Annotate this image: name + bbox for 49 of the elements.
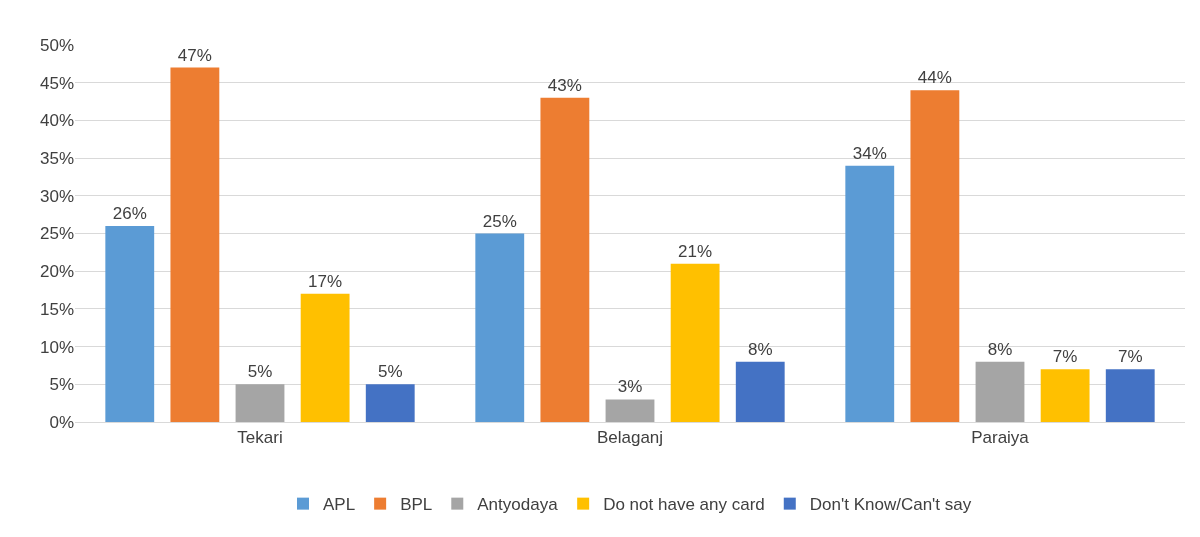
x-tick-label: Paraiya [971, 428, 1030, 448]
data-label: 17% [308, 271, 343, 291]
bar [910, 90, 960, 422]
bar [365, 384, 415, 422]
data-label: 25% [482, 211, 517, 231]
y-tick-label: 25% [39, 224, 74, 244]
bar [670, 263, 720, 422]
legend-label: Do not have any card [603, 495, 765, 515]
data-label: 21% [678, 241, 713, 261]
data-label: 8% [747, 339, 773, 359]
data-label: 43% [547, 75, 582, 95]
y-tick-label: 5% [49, 375, 74, 395]
y-tick-label: 50% [39, 35, 74, 55]
data-label: 3% [617, 377, 643, 397]
bar [540, 97, 590, 422]
y-tick-label: 40% [39, 111, 74, 131]
legend-label: APL [323, 495, 356, 515]
bar [300, 293, 350, 422]
bar [605, 399, 655, 422]
legend-label: Antyodaya [477, 495, 559, 515]
data-label: 8% [987, 339, 1013, 359]
y-tick-label: 15% [39, 299, 74, 319]
x-tick-label: Belaganj [596, 428, 664, 448]
bar [735, 361, 785, 422]
bar [1040, 369, 1090, 422]
data-label: 44% [917, 68, 952, 88]
bar [475, 233, 525, 422]
data-label: 26% [112, 203, 147, 223]
bar [235, 384, 285, 422]
y-tick-label: 10% [39, 337, 74, 357]
y-tick-label: 0% [49, 412, 74, 432]
bar [105, 225, 155, 422]
bar [170, 67, 220, 422]
data-label: 7% [1117, 347, 1143, 367]
y-tick-label: 20% [39, 262, 74, 282]
x-tick-label: Tekari [237, 428, 283, 448]
data-label: 5% [247, 362, 273, 382]
bar [845, 165, 895, 422]
bar [1105, 369, 1155, 422]
bar [975, 361, 1025, 422]
data-label: 34% [852, 143, 887, 163]
y-tick-label: 35% [39, 149, 74, 169]
legend-label: Don't Know/Can't say [809, 495, 972, 515]
data-label: 47% [177, 45, 212, 65]
data-label: 7% [1052, 347, 1078, 367]
data-label: 5% [377, 362, 403, 382]
legend-label: BPL [400, 495, 433, 515]
y-tick-label: 45% [39, 73, 74, 93]
y-tick-label: 30% [39, 186, 74, 206]
